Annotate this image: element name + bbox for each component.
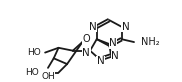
- Text: HO: HO: [27, 48, 41, 57]
- Text: O: O: [82, 34, 90, 44]
- Text: N: N: [82, 48, 90, 58]
- Text: N: N: [89, 22, 97, 32]
- Text: N: N: [109, 38, 117, 48]
- Text: N: N: [97, 56, 104, 66]
- Text: HO: HO: [25, 68, 38, 77]
- Text: N: N: [111, 51, 119, 61]
- Text: NH₂: NH₂: [141, 37, 159, 47]
- Text: N: N: [122, 22, 129, 32]
- Text: OH: OH: [41, 72, 55, 81]
